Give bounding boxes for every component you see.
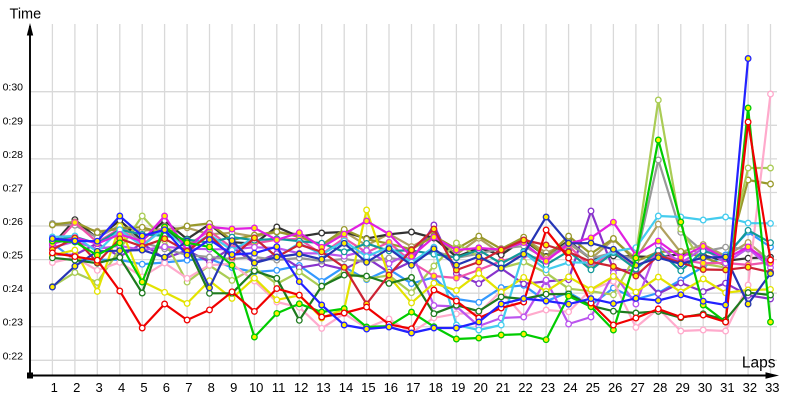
svg-text:29: 29: [675, 380, 689, 395]
svg-text:20: 20: [473, 380, 487, 395]
svg-text:0:24: 0:24: [3, 283, 24, 295]
svg-text:28: 28: [653, 380, 667, 395]
svg-text:0:30: 0:30: [3, 82, 24, 94]
svg-text:17: 17: [406, 380, 420, 395]
svg-text:0:25: 0:25: [3, 250, 24, 262]
svg-text:0:28: 0:28: [3, 149, 24, 161]
svg-text:19: 19: [451, 380, 465, 395]
svg-text:12: 12: [294, 380, 308, 395]
svg-text:21: 21: [496, 380, 510, 395]
svg-text:8: 8: [208, 380, 215, 395]
svg-text:6: 6: [163, 380, 170, 395]
svg-text:0:23: 0:23: [3, 317, 24, 329]
svg-text:23: 23: [541, 380, 555, 395]
svg-text:24: 24: [563, 380, 577, 395]
svg-text:30: 30: [698, 380, 712, 395]
svg-text:5: 5: [140, 380, 147, 395]
svg-text:13: 13: [316, 380, 330, 395]
svg-text:32: 32: [743, 380, 757, 395]
svg-text:2: 2: [73, 380, 80, 395]
svg-text:0:22: 0:22: [3, 350, 24, 362]
svg-text:16: 16: [384, 380, 398, 395]
svg-text:0:29: 0:29: [3, 115, 24, 127]
svg-text:11: 11: [272, 380, 286, 395]
svg-text:33: 33: [765, 380, 779, 395]
svg-text:3: 3: [95, 380, 102, 395]
svg-text:7: 7: [185, 380, 192, 395]
svg-text:4: 4: [118, 380, 125, 395]
svg-text:22: 22: [518, 380, 532, 395]
svg-text:Laps: Laps: [742, 355, 776, 372]
svg-text:25: 25: [586, 380, 600, 395]
svg-text:18: 18: [428, 380, 442, 395]
svg-text:Time: Time: [10, 7, 42, 23]
svg-text:14: 14: [339, 380, 353, 395]
svg-text:26: 26: [608, 380, 622, 395]
svg-text:15: 15: [361, 380, 375, 395]
svg-text:27: 27: [630, 380, 644, 395]
svg-text:31: 31: [720, 380, 734, 395]
svg-text:1: 1: [51, 380, 58, 395]
svg-text:0:26: 0:26: [3, 216, 24, 228]
svg-text:9: 9: [230, 380, 237, 395]
svg-text:0:27: 0:27: [3, 183, 24, 195]
svg-text:10: 10: [249, 380, 263, 395]
